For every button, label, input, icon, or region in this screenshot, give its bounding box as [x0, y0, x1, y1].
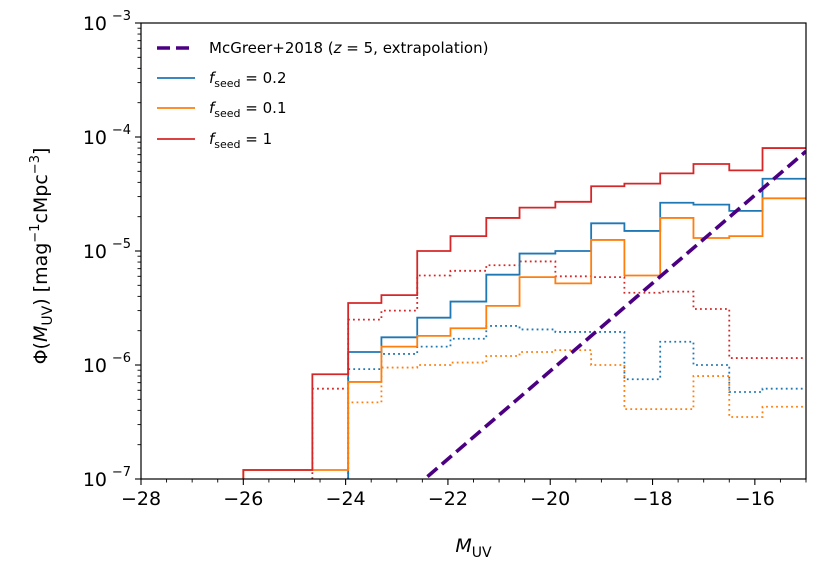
- y-axis-title: Φ(MUV) [mag−1cMpc−3]: [28, 148, 56, 365]
- legend-label: fseed = 0.2: [209, 69, 287, 90]
- y-tick-label: 10: [83, 469, 107, 491]
- series-line-f-seed-0-2-dotted: [347, 325, 806, 479]
- y-tick-label: 10: [83, 127, 107, 149]
- y-tick-label: 10: [83, 13, 107, 35]
- y-tick-exponent: −6: [112, 351, 131, 366]
- x-tick-label: −28: [121, 488, 161, 510]
- series-line-f-seed-0-1: [242, 197, 806, 479]
- series-line-mcgreer-2018-z-5-extrapolation: [426, 149, 806, 478]
- y-tick-exponent: −7: [112, 465, 131, 480]
- legend-label: McGreer+2018 (z = 5, extrapolation): [209, 39, 488, 57]
- series-line-f-seed-1: [242, 147, 806, 479]
- y-tick-label: 10: [83, 355, 107, 377]
- legend: McGreer+2018 (z = 5, extrapolation) fseed…: [157, 39, 488, 151]
- y-tick-exponent: −5: [112, 237, 131, 252]
- series-line-f-seed-0-2: [347, 177, 806, 479]
- x-tick-label: −24: [326, 488, 366, 510]
- x-axis-title: MUV: [455, 535, 492, 561]
- legend-label: fseed = 1: [209, 130, 272, 151]
- x-tick-label: −26: [223, 488, 263, 510]
- x-tick-label: −16: [735, 488, 775, 510]
- x-tick-label: −18: [632, 488, 672, 510]
- y-tick-label: 10: [83, 241, 107, 263]
- y-tick-exponent: −4: [112, 123, 131, 138]
- x-tick-label: −22: [428, 488, 468, 510]
- legend-label: fseed = 0.1: [209, 99, 287, 120]
- series-line-f-seed-0-1-dotted: [347, 349, 806, 479]
- series-layer: [242, 147, 806, 479]
- y-tick-exponent: −3: [112, 9, 131, 24]
- x-tick-label: −20: [530, 488, 570, 510]
